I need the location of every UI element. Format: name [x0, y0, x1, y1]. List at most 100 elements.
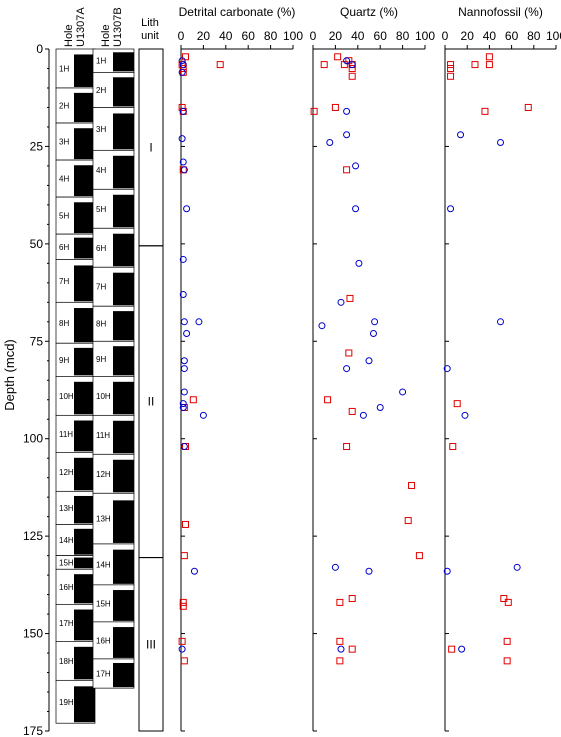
red-square-point: [500, 594, 508, 602]
red-square-point: [334, 53, 342, 61]
depth-tick-label: 25: [30, 139, 44, 153]
hole-a-core-label: 5H: [59, 212, 69, 221]
hole-b-core-label: 12H: [96, 470, 111, 479]
lith-header-line-2: unit: [141, 30, 159, 42]
hole-a-core-recovery: [74, 574, 95, 604]
blue-circle-point: [497, 139, 504, 147]
blue-circle-point: [199, 411, 207, 419]
hole-b-core-label: 1H: [96, 57, 106, 66]
hole-b-core-label: 10H: [96, 392, 111, 401]
blue-circle-point: [179, 158, 187, 166]
hole-b-core-recovery: [113, 549, 134, 584]
hole-a-core-label: 19H: [59, 698, 74, 707]
panel-title: Nannofossil (%): [458, 5, 543, 19]
hole-a-core-recovery: [74, 381, 95, 415]
hole-b-core-label: 7H: [96, 283, 106, 292]
hole-a-core-label: 9H: [59, 356, 69, 365]
hole-a-core-recovery: [74, 420, 95, 452]
hole-a-core-label: 15H: [59, 558, 74, 567]
hole-a-core-recovery: [74, 686, 95, 723]
hole-b-core-recovery: [113, 272, 134, 306]
blue-circle-point: [352, 162, 360, 170]
hole-u1307b-column: 1H 2H 3H 4H 5H 6H 7H 8H 9H 10H 11H 12H 13H 14H 15H 16H 1…: [92, 48, 135, 689]
blue-circle-point: [195, 318, 203, 326]
hole-a-core-recovery: [74, 165, 95, 197]
blue-circle-point: [343, 365, 351, 373]
blue-circle-point: [183, 329, 191, 337]
depth-tick-label: 175: [23, 724, 43, 737]
y-axis-label: Depth (mcd): [2, 339, 17, 411]
hole-b-core-label: 4H: [96, 166, 106, 175]
blue-circle-point: [348, 61, 356, 69]
hole-a-core-label: 18H: [59, 657, 74, 666]
hole-b-core-recovery: [113, 590, 134, 621]
red-square-point: [471, 61, 479, 69]
lith-unit-label: I: [149, 140, 152, 154]
hole-b-core-recovery: [113, 346, 134, 376]
hole-a-core-label: 10H: [59, 392, 74, 401]
hole-b-core-label: 6H: [96, 244, 106, 253]
red-square-point: [447, 61, 455, 69]
blue-circle-point: [318, 322, 326, 330]
x-tick-label: 80: [527, 29, 541, 43]
red-square-point: [181, 53, 189, 61]
panel-title: Detrital carbonate (%): [179, 5, 296, 19]
hole-b-core-label: 17H: [96, 670, 111, 679]
blue-circle-point: [355, 259, 363, 267]
x-tick-label: 100: [415, 29, 435, 43]
red-square-point: [449, 443, 457, 451]
blue-circle-point: [178, 645, 186, 653]
hole-b-header-line-1: Hole: [100, 24, 112, 47]
blue-circle-point: [365, 567, 373, 575]
red-square-point: [524, 103, 532, 111]
hole-b-core-label: 3H: [96, 125, 106, 134]
red-square-point: [181, 520, 189, 528]
hole-a-core-recovery: [74, 92, 95, 123]
red-square-point: [503, 657, 511, 665]
x-tick-label: 100: [546, 29, 561, 43]
red-square-point: [346, 294, 354, 302]
red-square-point: [447, 72, 455, 80]
hole-a-core-recovery: [74, 202, 95, 234]
hole-b-header: Hole U1307B: [100, 7, 124, 47]
blue-circle-point: [180, 166, 188, 174]
depth-tick-label: 50: [30, 237, 44, 251]
blue-circle-point: [376, 404, 384, 412]
blue-circle-point: [337, 645, 345, 653]
blue-circle-point: [447, 205, 455, 213]
depth-tick-label: 100: [23, 432, 43, 446]
red-square-point: [336, 598, 344, 606]
hole-a-core-recovery: [74, 54, 95, 87]
red-square-point: [343, 443, 351, 451]
blue-circle-point: [180, 318, 188, 326]
red-square-point: [216, 61, 224, 69]
blue-circle-point: [190, 567, 198, 575]
hole-b-core-label: 8H: [96, 320, 106, 329]
x-tick-label: 40: [483, 29, 497, 43]
hole-a-core-label: 6H: [59, 243, 69, 252]
hole-b-core-label: 16H: [96, 636, 111, 645]
hole-b-core-recovery: [113, 194, 134, 228]
blue-circle-point: [337, 298, 345, 306]
red-square-point: [485, 61, 493, 69]
red-square-point: [180, 657, 188, 665]
depth-tick-label: 75: [30, 334, 44, 348]
lith-unit-label: II: [148, 395, 155, 409]
blue-circle-point: [179, 400, 187, 408]
blue-circle-point: [343, 107, 351, 115]
hole-a-core-recovery: [74, 265, 95, 302]
blue-circle-point: [331, 563, 339, 571]
x-tick-label: 0: [178, 29, 185, 43]
x-tick-label: 60: [505, 29, 519, 43]
hole-a-core-recovery: [74, 557, 95, 569]
blue-circle-point: [457, 131, 465, 139]
x-tick-label: 60: [374, 29, 388, 43]
red-square-point: [336, 657, 344, 665]
blue-circle-point: [180, 443, 188, 451]
x-tick-label: 60: [242, 29, 256, 43]
quartz-panel: Quartz (%) 0 20 40 60 80 100: [310, 5, 435, 732]
hole-a-core-label: 3H: [59, 138, 69, 147]
x-tick-label: 80: [396, 29, 410, 43]
blue-circle-point: [443, 567, 451, 575]
hole-a-core-recovery: [74, 237, 95, 259]
